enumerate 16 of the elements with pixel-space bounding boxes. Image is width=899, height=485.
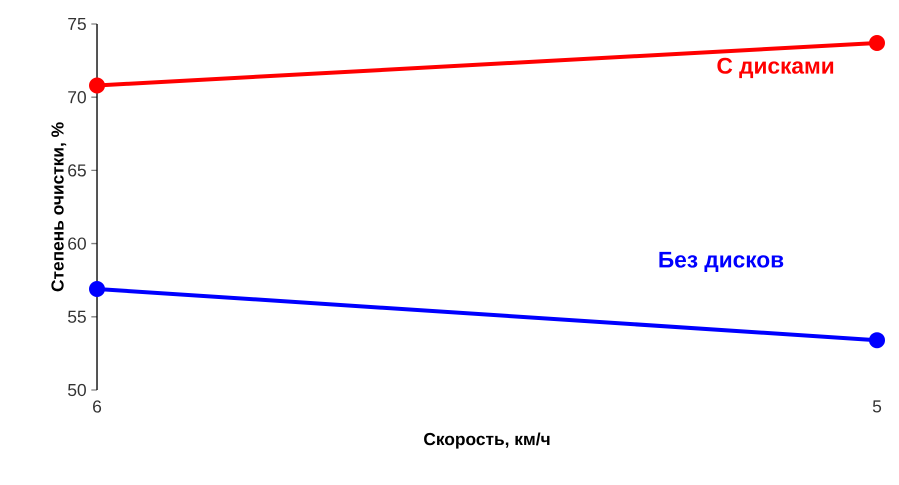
x-tick-label: 5 xyxy=(872,400,882,412)
x-tick-label: 6 xyxy=(93,400,102,413)
y-tick-label: 65 xyxy=(68,164,86,177)
point xyxy=(869,35,885,52)
text: Без дисков xyxy=(659,252,784,272)
y-tick-label: 75 xyxy=(68,18,86,30)
y-tick-label: 70 xyxy=(68,91,86,104)
y-tick-label: 55 xyxy=(68,310,86,323)
point xyxy=(89,77,106,94)
x-axis-title: Скорость, км/ч xyxy=(424,432,550,449)
y-tick-label: 60 xyxy=(68,237,86,250)
series-label: С дисками xyxy=(717,58,834,78)
point xyxy=(869,332,885,348)
y-axis-title: Степень очистки, % xyxy=(51,122,66,292)
point xyxy=(89,280,106,297)
y-tick-label: 50 xyxy=(68,384,86,396)
